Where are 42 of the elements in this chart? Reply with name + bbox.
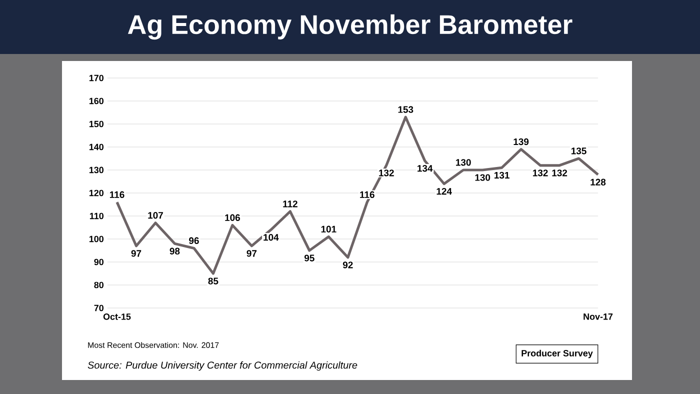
data-label: 85 bbox=[208, 278, 218, 284]
data-label: 135 bbox=[571, 148, 586, 154]
chart-title: Ag Economy November Barometer bbox=[128, 14, 572, 40]
data-label: 124 bbox=[436, 188, 452, 195]
data-label: 112 bbox=[283, 200, 298, 208]
y-tick-label: 150 bbox=[89, 120, 104, 128]
y-tick-label: 110 bbox=[90, 212, 104, 220]
data-label: 101 bbox=[321, 226, 336, 233]
y-tick-label: 90 bbox=[94, 258, 104, 266]
data-label: 96 bbox=[189, 237, 199, 244]
data-label: 128 bbox=[590, 178, 606, 186]
data-label: 104 bbox=[264, 234, 279, 241]
data-label: 97 bbox=[246, 250, 257, 257]
data-label: 106 bbox=[225, 214, 240, 222]
source-note: Source: Purdue University Center for Commercial Agriculture bbox=[88, 361, 358, 371]
y-tick-label: 140 bbox=[89, 144, 104, 150]
data-label: 107 bbox=[148, 212, 163, 219]
data-label: 92 bbox=[342, 262, 353, 268]
y-tick-label: 170 bbox=[89, 74, 104, 82]
data-label: 130 bbox=[456, 159, 471, 166]
y-tick-label: 80 bbox=[94, 282, 104, 288]
y-tick-label: 100 bbox=[89, 236, 104, 242]
data-label: 139 bbox=[514, 138, 529, 146]
data-label: 153 bbox=[398, 106, 414, 113]
data-label: 116 bbox=[360, 191, 374, 198]
data-label: 132 bbox=[532, 170, 548, 176]
data-label: 134 bbox=[418, 164, 433, 172]
x-tick-label: Oct-15 bbox=[103, 314, 131, 320]
x-tick-label: Nov-17 bbox=[584, 314, 613, 320]
data-label: 116 bbox=[110, 191, 124, 198]
data-label: 131 bbox=[494, 172, 510, 179]
data-label: 130 bbox=[475, 174, 490, 181]
text: Producer Survey bbox=[522, 350, 593, 358]
data-label: 132 bbox=[379, 170, 394, 176]
data-label: 95 bbox=[304, 254, 314, 262]
y-tick-label: 70 bbox=[94, 304, 104, 312]
y-tick-label: 160 bbox=[89, 98, 104, 104]
y-tick-label: 120 bbox=[89, 190, 104, 196]
data-label: 98 bbox=[170, 248, 180, 254]
data-label: 97 bbox=[131, 250, 142, 257]
data-label: 132 bbox=[552, 170, 568, 176]
y-tick-label: 130 bbox=[89, 166, 104, 174]
